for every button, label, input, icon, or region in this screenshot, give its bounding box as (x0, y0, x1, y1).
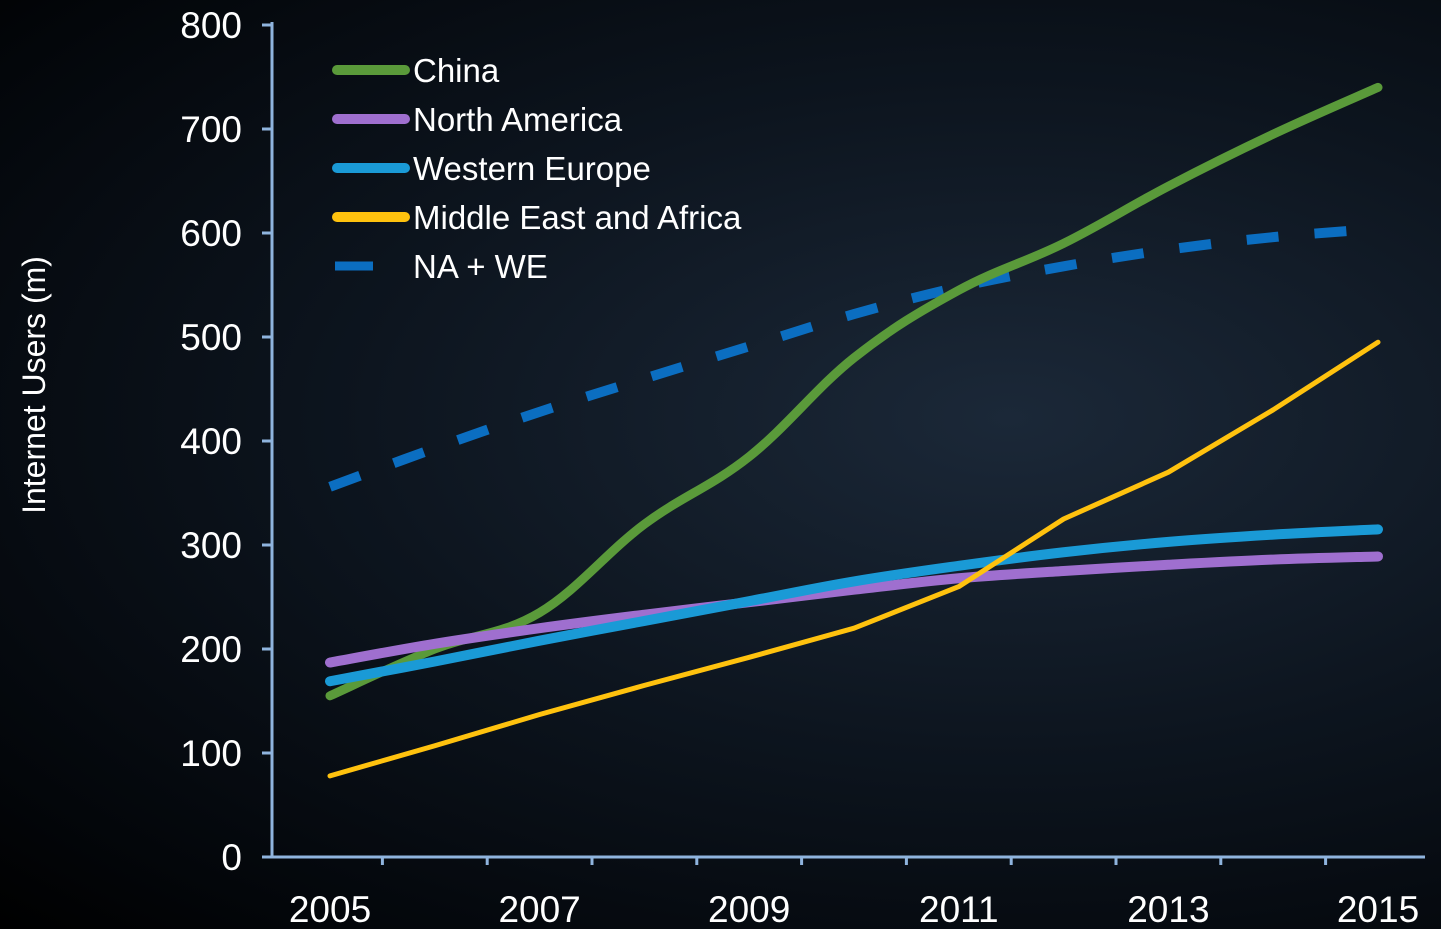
series-line-china (325, 82, 1383, 701)
series-line-western-europe (325, 524, 1383, 687)
y-tick-label: 700 (180, 109, 242, 150)
y-tick-label: 800 (180, 5, 242, 46)
x-tick-label: 2015 (1337, 889, 1419, 929)
series-layer (325, 82, 1383, 779)
y-tick-label: 300 (180, 525, 242, 566)
series-line-middle-east-and-africa (327, 339, 1381, 779)
legend: China North America Western Europe Middle E… (332, 52, 742, 285)
y-tick-label: 100 (180, 733, 242, 774)
y-tick-label: 0 (221, 837, 242, 878)
x-tick-label: 2011 (919, 889, 999, 929)
x-tick-label: 2013 (1127, 889, 1209, 929)
legend-label-china: China (413, 52, 500, 89)
series-line-north-america (325, 551, 1383, 668)
axes: 0 100 200 300 400 500 600 700 800 2005 2007 2009 201… (180, 5, 1425, 929)
legend-label-na-we: NA + WE (413, 248, 548, 285)
legend-label-north-america: North America (413, 101, 623, 138)
x-tick-label: 2005 (289, 889, 371, 929)
legend-label-middle-east-and-africa: Middle East and Africa (413, 199, 742, 236)
y-tick-label: 600 (180, 213, 242, 254)
y-tick-label: 500 (180, 317, 242, 358)
x-tick-label: 2007 (498, 889, 580, 929)
y-tick-label: 200 (180, 629, 242, 670)
y-axis-title: Internet Users (m) (16, 256, 52, 514)
legend-label-western-europe: Western Europe (413, 150, 651, 187)
y-tick-label: 400 (180, 421, 242, 462)
x-tick-label: 2009 (708, 889, 790, 929)
series-line-na-we (328, 223, 1379, 492)
